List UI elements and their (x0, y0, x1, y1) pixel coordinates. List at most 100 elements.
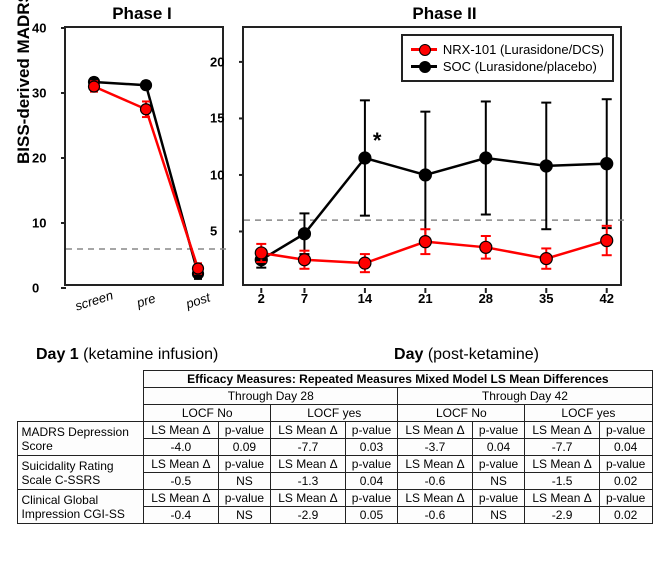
day1-sub: (ketamine infusion) (83, 346, 218, 363)
col-head: p-value (599, 456, 652, 473)
xtick: pre (135, 290, 158, 310)
legend-label-soc: SOC (Lurasidone/placebo) (443, 59, 597, 74)
table-cell: -4.0 (144, 439, 218, 456)
xtick: 42 (599, 291, 613, 306)
ytick: 0 (32, 281, 39, 296)
xtick: post (184, 290, 212, 312)
xtick: 2 (258, 291, 265, 306)
ytick: 20 (32, 151, 46, 166)
table-cell: 0.04 (345, 473, 398, 490)
row-label: Suicidality RatingScale C-SSRS (17, 456, 144, 490)
day-right-label: Day (post-ketamine) (276, 346, 657, 364)
xtick: 21 (418, 291, 432, 306)
day-labels-row: Day 1 (ketamine infusion) Day (post-keta… (0, 340, 669, 368)
table-cell: -3.7 (398, 439, 472, 456)
table-cell: -1.3 (271, 473, 345, 490)
ytick: 40 (32, 21, 46, 36)
col-head: p-value (472, 456, 525, 473)
xtick: screen (73, 287, 115, 313)
col-head: LS Mean Δ (271, 422, 345, 439)
xtick: 14 (358, 291, 372, 306)
legend-swatch-soc (411, 65, 437, 68)
phase2-column: Phase II NRX-101 (Lurasidone/DCS) SOC (L… (228, 4, 661, 340)
table-cell: 0.04 (472, 439, 525, 456)
phase1-plot: 010203040screenprepost (64, 26, 224, 286)
xtick: 35 (539, 291, 553, 306)
xtick: 28 (479, 291, 493, 306)
col-head: p-value (345, 422, 398, 439)
phase2-plot: NRX-101 (Lurasidone/DCS) SOC (Lurasidone… (242, 26, 622, 286)
table-subgroup: LOCF yes (271, 405, 398, 422)
table-cell: -0.6 (398, 507, 472, 524)
row-label: MADRS DepressionScore (17, 422, 144, 456)
col-head: LS Mean Δ (271, 490, 345, 507)
phase1-svg (66, 28, 222, 284)
table-cell: 0.03 (345, 439, 398, 456)
significance-star: * (373, 128, 382, 154)
ytick: 30 (32, 86, 46, 101)
col-head: LS Mean Δ (398, 490, 472, 507)
col-head: LS Mean Δ (144, 456, 218, 473)
col-head: p-value (218, 456, 271, 473)
table-group: Through Day 42 (398, 388, 652, 405)
table-cell: -2.9 (525, 507, 599, 524)
phase1-column: Phase I BISS-derived MADRS (BDM) 0102030… (8, 4, 228, 340)
ytick: 10 (32, 216, 46, 231)
col-head: LS Mean Δ (144, 422, 218, 439)
col-head: p-value (345, 490, 398, 507)
ytick: 5 (210, 224, 217, 239)
day-right-sub: (post-ketamine) (428, 346, 539, 363)
table-cell: 0.05 (345, 507, 398, 524)
col-head: p-value (599, 422, 652, 439)
table-cell: -7.7 (271, 439, 345, 456)
legend-swatch-nrx (411, 48, 437, 51)
table-title: Efficacy Measures: Repeated Measures Mix… (144, 371, 652, 388)
col-head: LS Mean Δ (398, 422, 472, 439)
table-subgroup: LOCF yes (525, 405, 652, 422)
col-head: LS Mean Δ (398, 456, 472, 473)
ytick: 20 (210, 54, 224, 69)
row-label: Clinical GlobalImpression CGI-SS (17, 490, 144, 524)
table-cell: NS (472, 507, 525, 524)
table-cell: 0.04 (599, 439, 652, 456)
table-cell: NS (218, 473, 271, 490)
table-cell: 0.02 (599, 473, 652, 490)
col-head: p-value (599, 490, 652, 507)
table-subgroup: LOCF No (398, 405, 525, 422)
col-head: LS Mean Δ (525, 422, 599, 439)
phase2-title: Phase II (228, 4, 661, 24)
table-cell: 0.09 (218, 439, 271, 456)
col-head: p-value (218, 490, 271, 507)
col-head: LS Mean Δ (144, 490, 218, 507)
ytick: 15 (210, 111, 224, 126)
table-cell: NS (218, 507, 271, 524)
table-cell: 0.02 (599, 507, 652, 524)
efficacy-table: Efficacy Measures: Repeated Measures Mix… (17, 370, 653, 524)
legend-row-nrx: NRX-101 (Lurasidone/DCS) (411, 42, 604, 57)
table-group: Through Day 28 (144, 388, 398, 405)
day1-label: Day 1 (ketamine infusion) (36, 346, 276, 364)
legend: NRX-101 (Lurasidone/DCS) SOC (Lurasidone… (401, 34, 614, 82)
col-head: p-value (472, 422, 525, 439)
legend-label-nrx: NRX-101 (Lurasidone/DCS) (443, 42, 604, 57)
col-head: p-value (472, 490, 525, 507)
table-cell: -7.7 (525, 439, 599, 456)
col-head: LS Mean Δ (271, 456, 345, 473)
table-cell: -0.4 (144, 507, 218, 524)
col-head: p-value (218, 422, 271, 439)
y-axis-label: BISS-derived MADRS (BDM) (14, 0, 34, 164)
table-cell: -1.5 (525, 473, 599, 490)
table-cell: -2.9 (271, 507, 345, 524)
day-right-text: Day (394, 346, 423, 363)
day1-text: Day 1 (36, 346, 79, 363)
table-cell: NS (472, 473, 525, 490)
col-head: p-value (345, 456, 398, 473)
xtick: 7 (301, 291, 308, 306)
charts-row: Phase I BISS-derived MADRS (BDM) 0102030… (0, 0, 669, 340)
col-head: LS Mean Δ (525, 490, 599, 507)
table-cell: -0.5 (144, 473, 218, 490)
legend-row-soc: SOC (Lurasidone/placebo) (411, 59, 604, 74)
table-subgroup: LOCF No (144, 405, 271, 422)
col-head: LS Mean Δ (525, 456, 599, 473)
table-cell: -0.6 (398, 473, 472, 490)
